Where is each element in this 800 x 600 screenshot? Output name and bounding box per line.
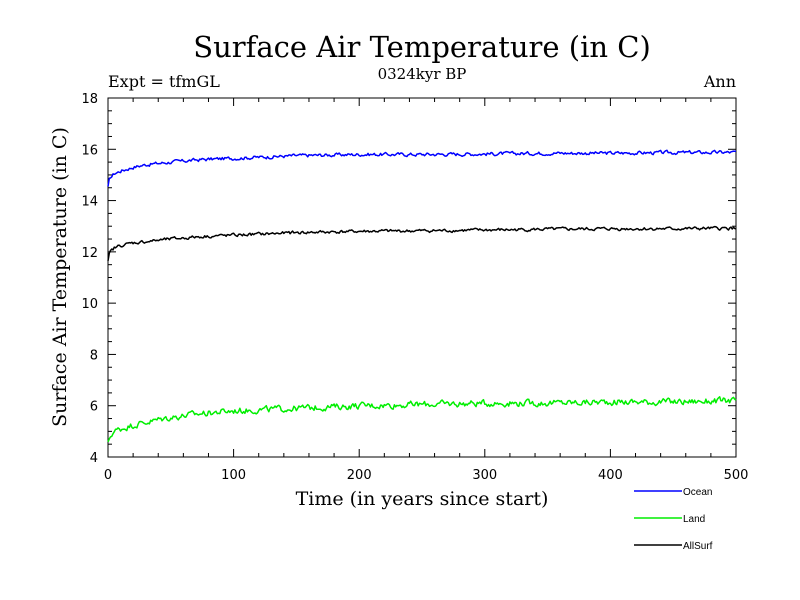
legend-label-land: Land	[683, 514, 705, 525]
y-tick-label: 16	[81, 143, 98, 158]
y-tick-label: 4	[90, 451, 98, 466]
plot-frame	[107, 97, 737, 458]
x-tick-label: 200	[347, 468, 372, 483]
x-tick-label: 300	[472, 468, 497, 483]
experiment-label: Expt = tfmGL	[108, 72, 220, 91]
series-line-land	[107, 396, 737, 443]
y-tick-label: 18	[81, 92, 98, 107]
y-tick-label: 14	[81, 195, 98, 210]
series-line-allsurf	[107, 225, 737, 262]
chart-subtitle: 0324kyr BP	[378, 65, 467, 83]
x-axis-label: Time (in years since start)	[296, 488, 549, 510]
y-tick-label: 12	[81, 246, 98, 261]
legend-label-ocean: Ocean	[683, 487, 712, 498]
series-line-ocean	[107, 149, 737, 187]
legend-label-allsurf: AllSurf	[683, 541, 713, 552]
y-tick-label: 10	[81, 297, 98, 312]
series-layer	[107, 149, 737, 443]
x-axis-ticks: 0 100 200 300 400 500	[104, 98, 749, 483]
x-tick-label: 0	[104, 468, 112, 483]
y-tick-label: 6	[90, 400, 98, 415]
x-tick-label: 500	[724, 468, 749, 483]
season-label: Ann	[703, 72, 736, 91]
y-axis-ticks: 4 6 8 10 12 14 16 18	[81, 92, 736, 466]
x-tick-label: 400	[598, 468, 623, 483]
chart-title: Surface Air Temperature (in C)	[193, 30, 651, 64]
y-axis-label: Surface Air Temperature (in C)	[49, 127, 71, 427]
legend: Ocean Land AllSurf	[634, 487, 713, 552]
x-tick-label: 100	[221, 468, 246, 483]
y-tick-label: 8	[90, 348, 98, 363]
